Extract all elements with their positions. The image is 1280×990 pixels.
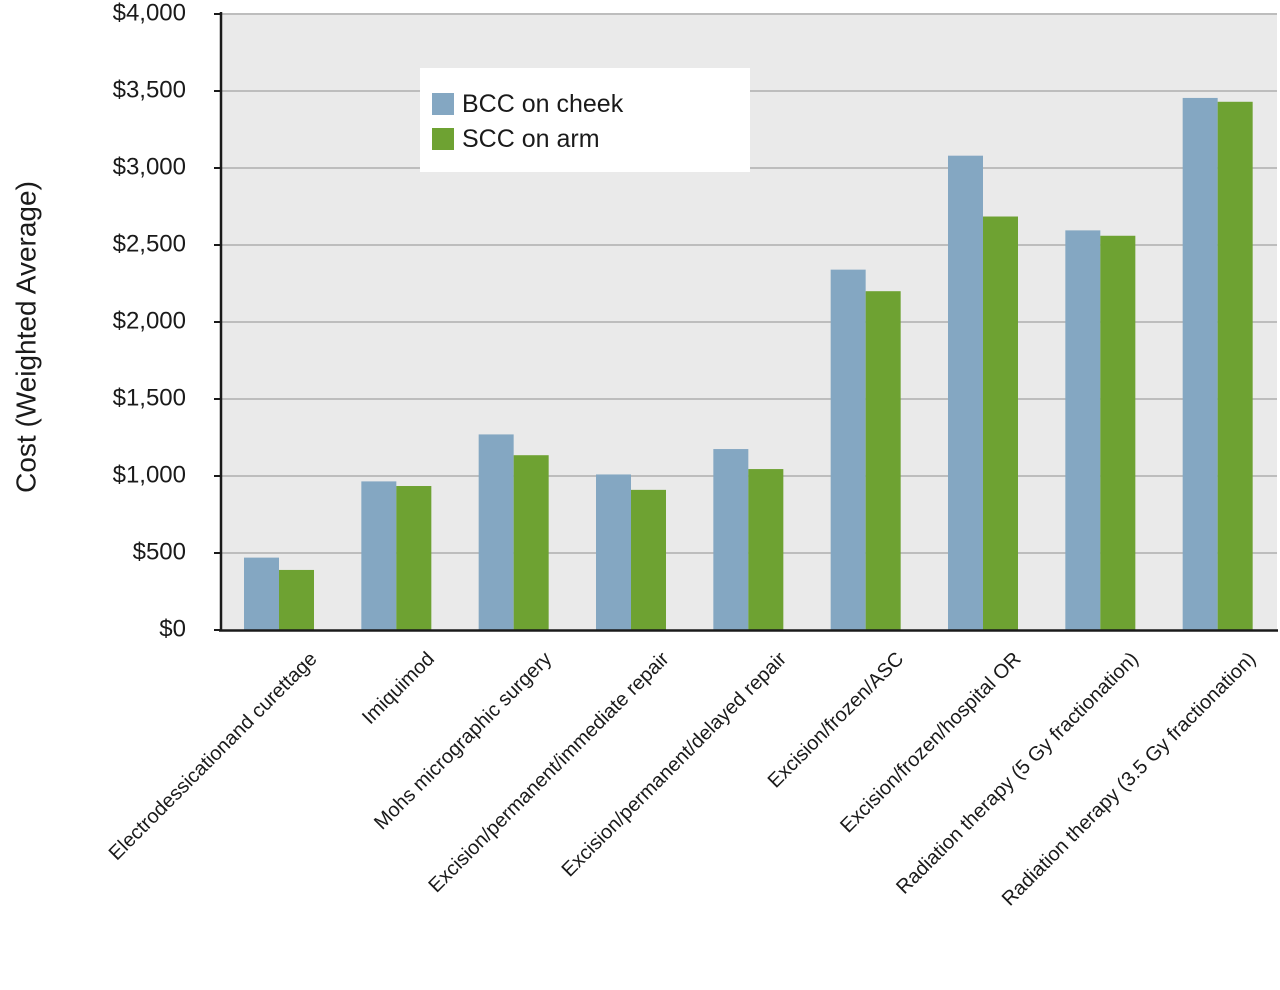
legend: BCC on cheek SCC on arm: [420, 68, 750, 172]
x-category-label: Electrodessicationand curettage: [105, 648, 322, 865]
bar-bcc-8: [1065, 230, 1101, 630]
legend-box: [420, 68, 750, 172]
x-category-label: Radiation therapy (3.5 Gy fractionation): [998, 648, 1260, 910]
y-tick-label: $4,000: [113, 0, 186, 26]
x-category-label: Imiquimod: [358, 648, 439, 729]
y-tick-label: $2,500: [113, 230, 186, 257]
y-axis-ticks: $0 $500 $1,000 $1,500 $2,000 $2,500 $3,000 $3,5…: [113, 0, 221, 642]
x-category-label: Excision/permanent/delayed repair: [558, 648, 792, 882]
bar-scc-5: [748, 469, 784, 630]
bar-bcc-3: [478, 434, 514, 630]
y-tick-label: $1,500: [113, 384, 186, 411]
y-tick-label: $0: [159, 615, 186, 642]
bar-scc-8: [1100, 235, 1136, 630]
legend-swatch-scc: [432, 128, 454, 150]
bar-bcc-5: [713, 449, 749, 630]
legend-swatch-bcc: [432, 93, 454, 115]
y-tick-label: $2,000: [113, 307, 186, 334]
legend-label-bcc: BCC on cheek: [462, 90, 624, 118]
x-axis-category-labels: Electrodessicationand curettage Imiquimod…: [105, 648, 1260, 911]
bar-scc-6: [865, 291, 901, 630]
bar-scc-7: [983, 216, 1018, 630]
bar-scc-3: [513, 455, 549, 630]
y-axis-title: Cost (Weighted Average): [10, 181, 41, 493]
bars: [244, 97, 1253, 631]
bar-bcc-2: [361, 481, 397, 630]
bar-bcc-9: [1182, 97, 1218, 631]
y-tick-label: $3,000: [113, 153, 186, 180]
y-tick-label: $1,000: [113, 461, 186, 488]
bar-bcc-7: [948, 155, 983, 630]
x-category-label: Excision/permanent/immediate repair: [425, 648, 674, 897]
bar-scc-2: [396, 486, 432, 630]
x-category-label: Radiation therapy (5 Gy fractionation): [892, 648, 1143, 899]
bar-scc-1: [279, 569, 314, 630]
bar-scc-9: [1217, 101, 1253, 630]
y-tick-label: $3,500: [113, 76, 186, 103]
y-tick-label: $500: [133, 538, 186, 565]
legend-label-scc: SCC on arm: [462, 125, 600, 153]
bar-scc-4: [631, 489, 666, 630]
bar-bcc-6: [830, 269, 866, 630]
bar-bcc-1: [244, 557, 279, 630]
bar-bcc-4: [596, 474, 631, 630]
